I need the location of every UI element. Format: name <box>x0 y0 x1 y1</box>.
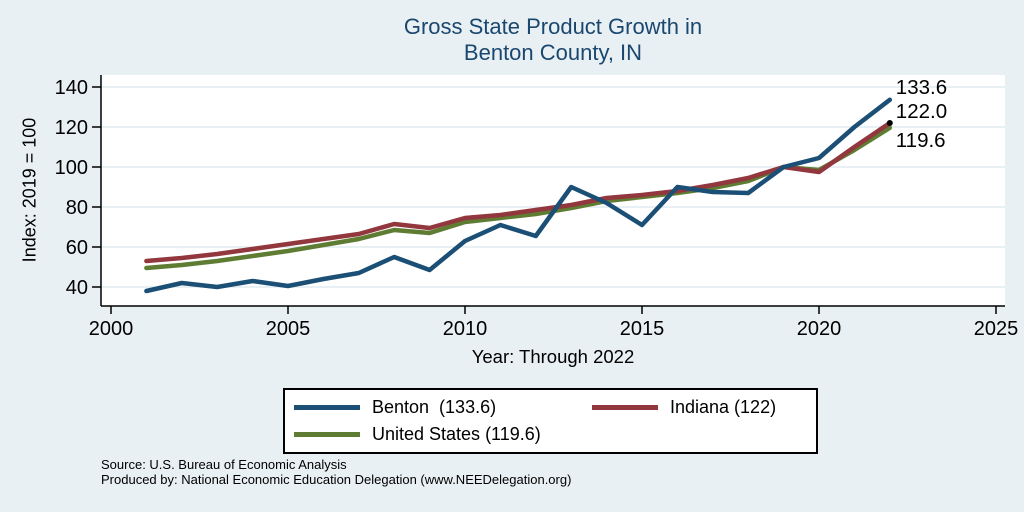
legend: Benton (133.6) Indiana (122) United Stat… <box>283 388 818 454</box>
produced-by-line: Produced by: National Economic Education… <box>101 472 572 487</box>
series-line-indiana <box>144 120 893 264</box>
y-tick-label: 140 <box>55 77 88 99</box>
legend-entry-indiana: Indiana (122) <box>592 397 816 418</box>
chart-title-line1: Gross State Product Growth in <box>403 14 703 39</box>
end-marker-dot <box>886 120 893 126</box>
end-label-united-states: 119.6 <box>896 129 946 152</box>
source-notes: Source: U.S. Bureau of Economic Analysis… <box>101 457 571 487</box>
x-axis-title: Year: Through 2022 <box>471 346 635 367</box>
chart-title-line2: Benton County, IN <box>463 40 643 65</box>
x-tick-label: 2005 <box>266 318 311 340</box>
y-tick-label: 60 <box>66 237 88 259</box>
end-label-indiana: 122.0 <box>896 100 947 123</box>
legend-entry-benton: Benton (133.6) <box>294 397 592 418</box>
y-axis-title: Index: 2019 = 100 <box>19 117 40 263</box>
x-tick-label: 2000 <box>89 318 134 340</box>
benton-line-swatch <box>294 405 360 410</box>
y-tick-label: 80 <box>66 197 88 219</box>
legend-label-indiana: Indiana (122) <box>670 397 777 417</box>
y-tick-label: 40 <box>66 277 88 299</box>
end-label-benton: 133.6 <box>896 76 947 99</box>
plot-area <box>101 75 1005 306</box>
x-tick-label: 2025 <box>974 318 1019 340</box>
indiana-line-swatch <box>592 405 658 410</box>
x-tick-label: 2020 <box>797 318 842 340</box>
y-tick-label: 100 <box>55 157 88 179</box>
legend-label-united-states: United States (119.6) <box>372 424 541 444</box>
series-line-benton <box>144 97 893 294</box>
united-states-line-swatch <box>294 432 360 437</box>
legend-label-benton: Benton (133.6) <box>372 397 497 417</box>
x-tick-label: 2010 <box>443 318 488 340</box>
x-tick-label: 2015 <box>620 318 665 340</box>
source-line: Source: U.S. Bureau of Economic Analysis <box>101 457 347 472</box>
legend-entry-united-states: United States (119.6) <box>294 424 592 445</box>
y-tick-label: 120 <box>55 117 88 139</box>
chart-title: Gross State Product Growth in Benton Cou… <box>101 14 1005 66</box>
